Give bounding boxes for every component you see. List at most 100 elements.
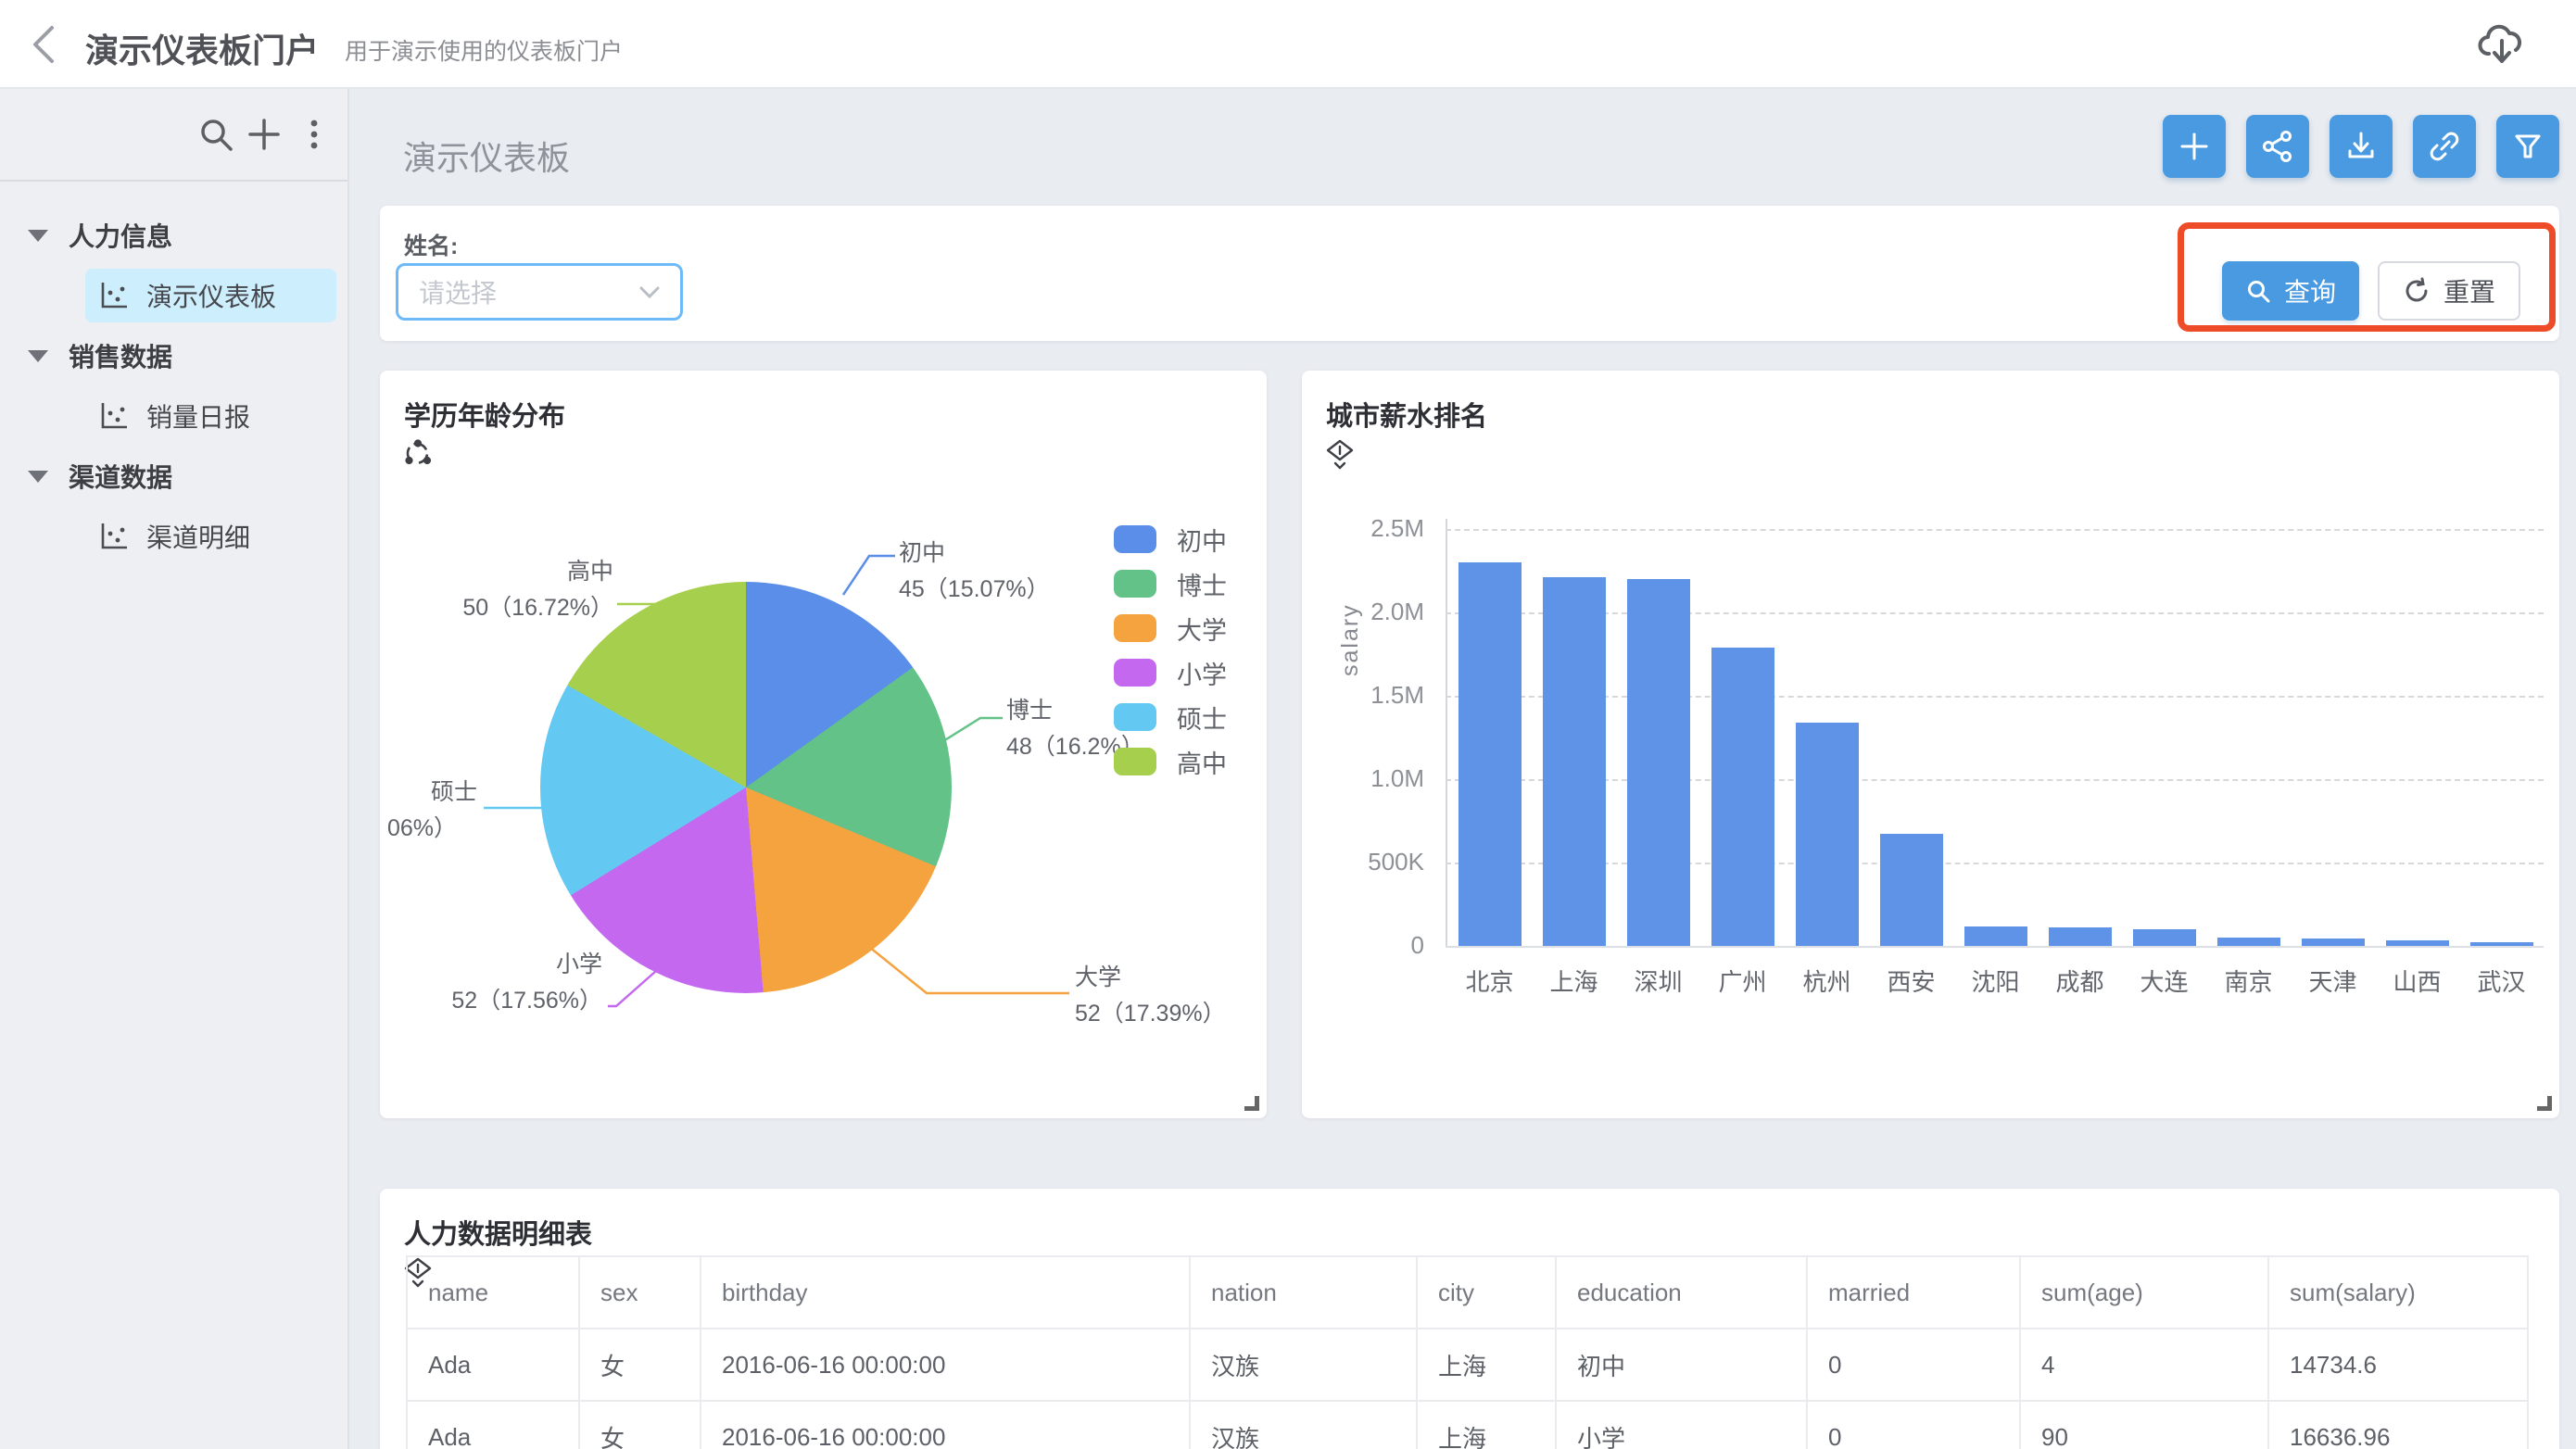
pie-label-shuoshi: 硕士 06%） xyxy=(387,779,478,841)
filter-panel: 姓名: 请选择 查询 重置 xyxy=(380,206,2559,341)
tree-leaf-渠道明细[interactable]: 渠道明细 xyxy=(85,510,336,563)
legend-label: 硕士 xyxy=(1177,705,1227,734)
search-icon[interactable] xyxy=(195,113,237,156)
bar-成都[interactable] xyxy=(2048,926,2112,946)
tree-leaf-销量日报[interactable]: 销量日报 xyxy=(85,389,336,443)
x-category-label: 沈阳 xyxy=(1971,968,2020,996)
table-cell: 4 xyxy=(2019,1328,2269,1402)
pie-chart: 初中 45（15.07%） 博士 48（16.2%） 大学 52（17.39%） 小学… xyxy=(380,371,1267,1118)
column-header-education: education xyxy=(1555,1255,1808,1329)
bar-上海[interactable] xyxy=(1542,577,1606,946)
bar-沈阳[interactable] xyxy=(1964,926,2027,946)
filter-buttons: 查询 重置 xyxy=(2222,261,2520,321)
reset-button[interactable]: 重置 xyxy=(2378,261,2520,321)
legend-item-大学[interactable]: 大学 xyxy=(1114,606,1227,650)
add-component-button[interactable] xyxy=(2163,115,2226,178)
tree-group-2[interactable]: 渠道数据 xyxy=(0,447,347,506)
app-header: 演示仪表板门户 用于演示使用的仪表板门户 xyxy=(0,0,2576,89)
bar-南京[interactable] xyxy=(2216,937,2280,946)
legend-label: 初中 xyxy=(1177,527,1227,556)
portal-title: 演示仪表板门户 xyxy=(85,32,320,69)
page-title: 演示仪表板 xyxy=(403,139,571,177)
legend-item-硕士[interactable]: 硕士 xyxy=(1114,695,1227,739)
filter-button[interactable] xyxy=(2496,115,2559,178)
legend-item-初中[interactable]: 初中 xyxy=(1114,517,1227,561)
resize-handle[interactable] xyxy=(1244,1096,1259,1111)
tree-leaf-演示仪表板[interactable]: 演示仪表板 xyxy=(85,269,336,322)
tree-group-1[interactable]: 销售数据 xyxy=(0,326,347,385)
tree-group-label: 人力信息 xyxy=(69,222,173,251)
gridline xyxy=(1446,529,2544,531)
share-button[interactable] xyxy=(2246,115,2309,178)
legend-label: 小学 xyxy=(1177,661,1227,689)
hr-data-table: name sex birthday nation city education marrie… xyxy=(406,1255,2529,1449)
reset-button-label: 重置 xyxy=(2443,278,2495,307)
bar-杭州[interactable] xyxy=(1795,722,1859,946)
y-tick-2.0M: 2.0M xyxy=(1370,598,1424,625)
back-icon[interactable] xyxy=(20,20,69,69)
dashboard-tree: 人力信息演示仪表板销售数据销量日报渠道数据渠道明细 xyxy=(0,182,347,563)
bar-武汉[interactable] xyxy=(2469,941,2533,946)
pie-chart-plot[interactable] xyxy=(540,582,952,993)
x-category-label: 武汉 xyxy=(2477,968,2526,996)
column-header-birthday: birthday xyxy=(700,1255,1191,1329)
table-cell: 16636.96 xyxy=(2267,1400,2529,1449)
legend-swatch xyxy=(1114,703,1156,731)
cloud-download-icon[interactable] xyxy=(2476,19,2528,70)
legend-swatch xyxy=(1114,525,1156,553)
tree-group-label: 渠道数据 xyxy=(69,463,173,492)
gridline xyxy=(1446,779,2544,781)
x-category-label: 山西 xyxy=(2393,968,2442,996)
table-cell: 汉族 xyxy=(1189,1328,1418,1402)
select-placeholder: 请选择 xyxy=(419,279,498,308)
linkage-icon[interactable] xyxy=(404,439,432,471)
table-cell: 14734.6 xyxy=(2267,1328,2529,1402)
x-category-label: 成都 xyxy=(2055,968,2104,996)
bar-北京[interactable] xyxy=(1458,562,1522,946)
bar-西安[interactable] xyxy=(1879,833,1943,946)
link-button[interactable] xyxy=(2413,115,2476,178)
bar-广州[interactable] xyxy=(1711,647,1774,946)
legend-item-高中[interactable]: 高中 xyxy=(1114,739,1227,784)
y-tick-1.0M: 1.0M xyxy=(1370,764,1424,792)
bar-山西[interactable] xyxy=(2385,939,2449,946)
main-area: 演示仪表板 姓名: 请选择 xyxy=(349,89,2576,1449)
legend-label: 高中 xyxy=(1177,750,1227,778)
y-tick-500K: 500K xyxy=(1368,848,1424,876)
legend-swatch xyxy=(1114,748,1156,775)
add-icon[interactable] xyxy=(243,113,285,156)
drill-icon[interactable] xyxy=(1326,439,1354,471)
chart-icon xyxy=(98,521,130,552)
tree-group-0[interactable]: 人力信息 xyxy=(0,206,347,265)
x-category-label: 南京 xyxy=(2224,968,2273,996)
tree-group-label: 销售数据 xyxy=(69,343,173,372)
table-title: 人力数据明细表 xyxy=(404,1220,593,1250)
y-tick-2.5M: 2.5M xyxy=(1370,514,1424,542)
download-button[interactable] xyxy=(2330,115,2393,178)
table-cell: 90 xyxy=(2019,1400,2269,1449)
sidebar-toolbar xyxy=(0,89,347,182)
bar-chart-card: 城市薪水排名 salary 2.5M 2.0M 1.5M 1.0M 500K 0 北京 上海… xyxy=(1302,371,2559,1118)
resize-handle[interactable] xyxy=(2537,1096,2552,1111)
x-category-label: 深圳 xyxy=(1634,968,1683,996)
x-category-label: 西安 xyxy=(1887,968,1936,996)
caret-down-icon xyxy=(28,470,48,483)
bar-chart-title: 城市薪水排名 xyxy=(1326,402,1488,432)
name-select[interactable]: 请选择 xyxy=(396,263,683,321)
bar-天津[interactable] xyxy=(2301,938,2365,946)
chart-icon xyxy=(98,280,130,311)
bar-深圳[interactable] xyxy=(1626,579,1690,946)
table-cell: 0 xyxy=(1806,1400,2021,1449)
query-button[interactable]: 查询 xyxy=(2222,261,2359,321)
column-header-city: city xyxy=(1416,1255,1557,1329)
pie-chart-title: 学历年龄分布 xyxy=(404,402,566,432)
table-cell: 小学 xyxy=(1555,1400,1808,1449)
table-cell: 2016-06-16 00:00:00 xyxy=(700,1400,1191,1449)
legend-item-博士[interactable]: 博士 xyxy=(1114,561,1227,606)
gridline xyxy=(1446,863,2544,864)
more-options-icon[interactable] xyxy=(293,113,335,156)
dashboard-actions xyxy=(2163,115,2559,178)
bar-大连[interactable] xyxy=(2132,928,2196,946)
legend-item-小学[interactable]: 小学 xyxy=(1114,650,1227,695)
table-cell: 汉族 xyxy=(1189,1400,1418,1449)
